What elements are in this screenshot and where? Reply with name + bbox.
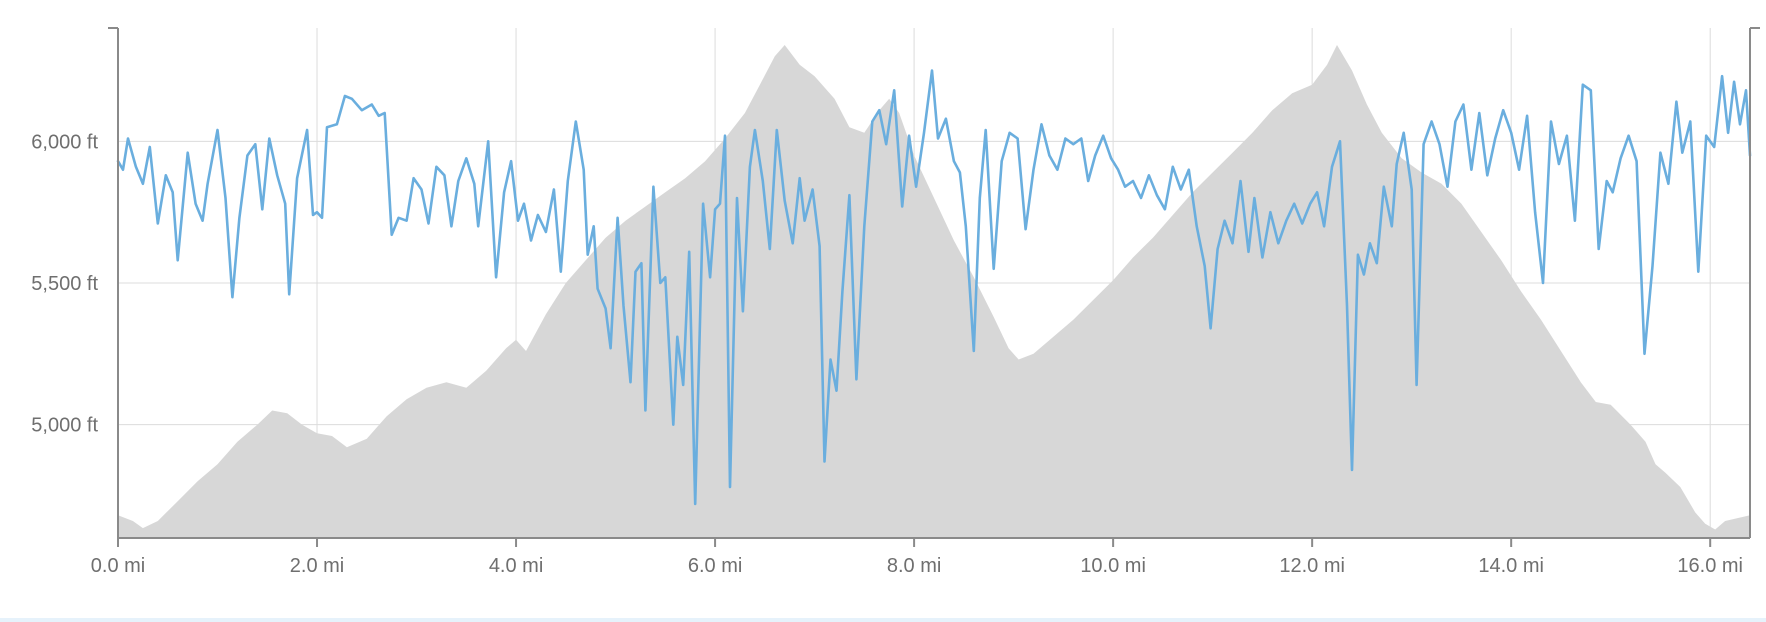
y-tick-label: 5,000 ft bbox=[31, 415, 98, 437]
x-tick-label: 2.0 mi bbox=[290, 555, 344, 577]
y-tick-label: 6,000 ft bbox=[31, 131, 98, 153]
bottom-strip bbox=[0, 618, 1766, 622]
axes bbox=[108, 27, 1760, 539]
x-tick-label: 10.0 mi bbox=[1080, 555, 1146, 577]
x-axis-ticks: 0.0 mi 2.0 mi 4.0 mi 6.0 mi 8.0 mi 10.0 mi 12.… bbox=[91, 538, 1743, 577]
x-tick-label: 8.0 mi bbox=[887, 555, 941, 577]
data-series bbox=[116, 69, 1752, 506]
x-tick-label: 0.0 mi bbox=[91, 555, 145, 577]
x-tick-label: 16.0 mi bbox=[1677, 555, 1743, 577]
series-line bbox=[116, 69, 1752, 506]
x-tick-label: 12.0 mi bbox=[1279, 555, 1345, 577]
x-tick-label: 4.0 mi bbox=[489, 555, 543, 577]
x-tick-label: 6.0 mi bbox=[688, 555, 742, 577]
y-axis-ticks: 5,000 ft 5,500 ft 6,000 ft bbox=[31, 131, 98, 436]
y-tick-label: 5,500 ft bbox=[31, 273, 98, 295]
x-tick-label: 14.0 mi bbox=[1478, 555, 1544, 577]
